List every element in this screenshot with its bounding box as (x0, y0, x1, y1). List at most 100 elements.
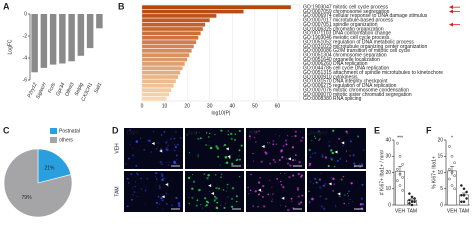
x-tick-label: 20 (184, 103, 190, 109)
speckle (308, 201, 311, 204)
speckle (274, 161, 277, 164)
panel-label: D (112, 125, 119, 135)
speckle (158, 185, 161, 187)
speckle (171, 141, 173, 143)
speckle (272, 143, 275, 146)
y-axis-label: # Ki67+ Iba1+ / mm² (379, 150, 385, 196)
speckle (294, 134, 297, 138)
speckle (250, 131, 252, 133)
speckle (261, 196, 264, 198)
speckle (220, 176, 222, 179)
speckle (347, 202, 350, 205)
speckle (154, 176, 156, 178)
speckle (203, 173, 206, 175)
speckle (282, 186, 285, 189)
speckle (235, 159, 238, 162)
speckle (261, 190, 263, 192)
speckle (286, 157, 288, 160)
speckle (230, 165, 232, 167)
speckle (274, 134, 276, 135)
speckle (258, 130, 260, 132)
data-point (465, 190, 468, 194)
speckle (175, 196, 178, 200)
speckle (280, 150, 283, 153)
speckle (292, 159, 295, 162)
speckle (271, 186, 273, 188)
data-point (408, 192, 411, 195)
speckle (252, 205, 254, 207)
speckle (332, 189, 335, 192)
speckle (205, 144, 207, 146)
category-label: GO:0051640 organelle localization (303, 57, 380, 63)
x-tick-label: 50 (252, 103, 258, 109)
speckle (253, 136, 256, 139)
speckle (155, 201, 159, 205)
arrowhead (261, 144, 265, 148)
speckle (224, 203, 227, 205)
speckle (308, 190, 310, 192)
speckle (230, 205, 234, 208)
speckle (298, 160, 302, 164)
y-tick-label: 15 (437, 154, 443, 160)
speckle (190, 133, 192, 135)
bar (141, 74, 179, 80)
x-tick-label: VEH (395, 208, 406, 214)
speckle (157, 195, 160, 198)
speckle (348, 195, 350, 197)
speckle (350, 150, 352, 152)
speckle (314, 151, 317, 154)
bar (141, 66, 183, 71)
speckle (163, 130, 166, 134)
speckle (226, 183, 229, 186)
speckle (204, 204, 207, 207)
speckle (290, 197, 293, 200)
speckle (134, 181, 136, 183)
speckle (147, 139, 150, 142)
speckle (288, 175, 291, 179)
speckle (333, 165, 336, 168)
speckle (257, 181, 261, 184)
speckle (257, 205, 259, 208)
speckle (227, 196, 229, 198)
speckle (330, 157, 333, 160)
arrow-head (449, 9, 453, 14)
speckle (262, 205, 266, 208)
speckle (300, 201, 303, 204)
speckle (160, 148, 162, 150)
arrowhead (211, 191, 215, 195)
category-label: GO:0007076 mitotic chromosome condensati… (303, 87, 409, 93)
speckle (217, 155, 220, 158)
row-label: VEH (114, 143, 120, 154)
speckle (235, 195, 238, 198)
speckle (294, 130, 297, 133)
speckle (167, 185, 170, 188)
speckle (338, 195, 341, 198)
speckle (347, 193, 349, 195)
speckle (177, 202, 181, 205)
category-label: GO:0006974 cellular response to DNA dama… (303, 13, 428, 19)
category-label: GO:1903047 mitotic cell cycle process (303, 5, 389, 11)
speckle (299, 139, 303, 143)
y-tick-label: 5 (440, 186, 443, 192)
speckle (206, 177, 209, 180)
bar (141, 79, 176, 84)
x-tick-label: Olfml3 (64, 82, 76, 98)
speckle (238, 155, 240, 157)
micrograph (124, 171, 183, 212)
speckle (335, 206, 337, 208)
speckle (227, 134, 230, 136)
data-point (462, 193, 466, 197)
speckle (144, 204, 146, 206)
speckle (285, 143, 288, 146)
legend-label: Postnatal (59, 128, 80, 134)
speckle (173, 137, 176, 140)
speckle (345, 160, 348, 162)
speckle (275, 143, 278, 146)
speckle (225, 161, 229, 164)
category-label: GO:0006275 regulation of DNA replication (303, 83, 397, 89)
x-tick-label: 60 (275, 103, 281, 109)
speckle (167, 164, 170, 166)
speckle (188, 197, 190, 199)
speckle (188, 202, 191, 205)
speckle (174, 145, 178, 149)
